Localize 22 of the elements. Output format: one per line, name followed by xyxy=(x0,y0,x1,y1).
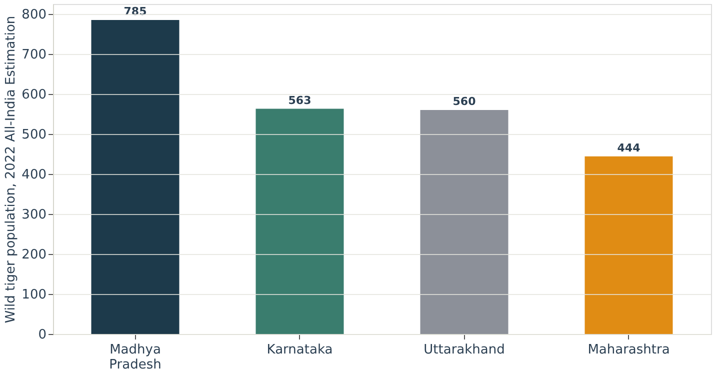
y-tick-label: 800 xyxy=(22,8,46,22)
data-label: 563 xyxy=(288,94,312,107)
data-label: 560 xyxy=(452,95,476,108)
x-tick-label: Madhya Pradesh xyxy=(109,342,162,372)
data-label: 785 xyxy=(124,5,147,18)
y-tick-label: 500 xyxy=(22,128,46,142)
bar xyxy=(420,110,508,334)
x-tick-label: Karnataka xyxy=(266,342,333,358)
x-tick-label: Maharashtra xyxy=(588,342,670,358)
x-tick-label: Uttarakhand xyxy=(424,342,505,358)
y-tick-label: 200 xyxy=(22,248,46,262)
bar xyxy=(91,20,180,334)
bar xyxy=(584,156,673,334)
y-tick-label: 700 xyxy=(22,48,46,62)
bar xyxy=(256,108,344,334)
y-tick-label: 100 xyxy=(22,288,46,302)
y-tick-label: 300 xyxy=(22,208,46,222)
y-axis-title: Wild tiger population, 2022 All-India Estimation xyxy=(4,16,19,324)
data-label: 444 xyxy=(617,141,641,154)
y-tick-label: 600 xyxy=(22,88,46,102)
y-tick-label: 0 xyxy=(38,328,46,342)
y-tick-label: 400 xyxy=(22,168,46,182)
